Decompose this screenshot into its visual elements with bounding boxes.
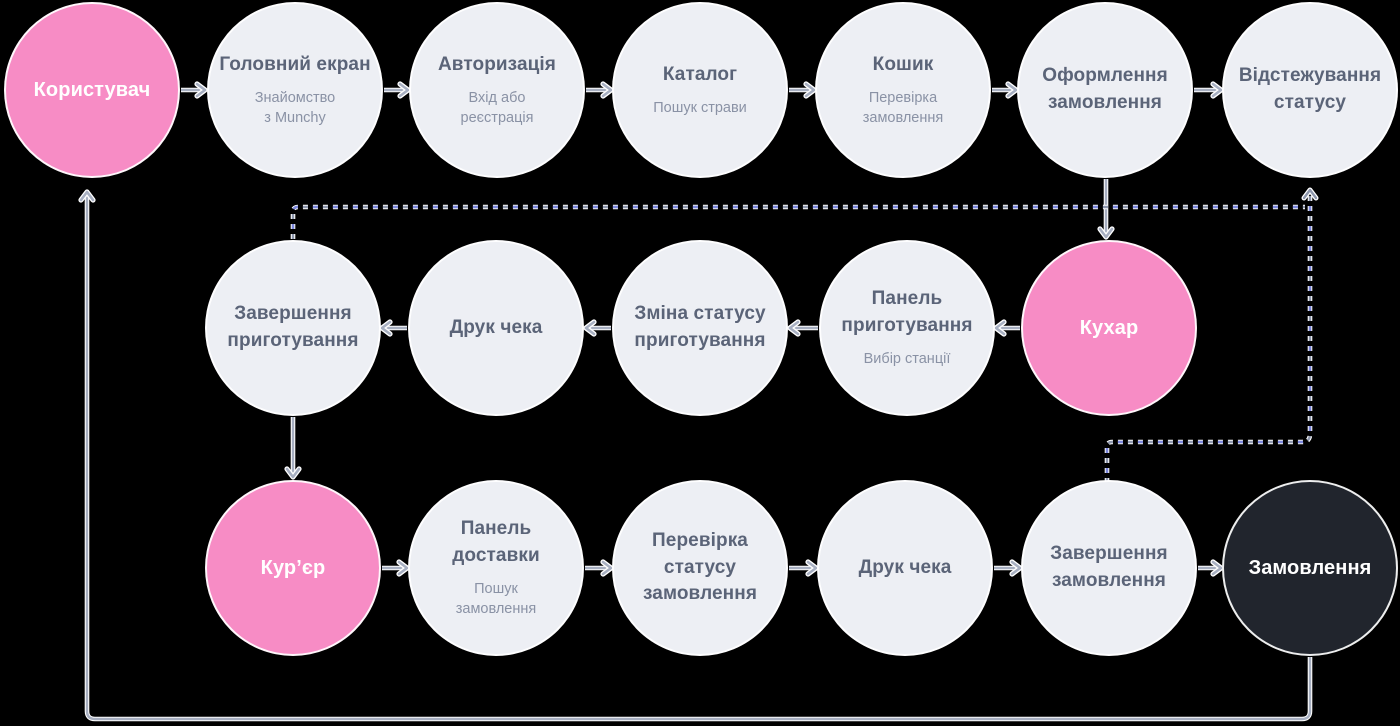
node-subtitle: Пошук замовлення	[455, 581, 537, 618]
node-cart: Кошик Перевірка замовлення	[815, 2, 991, 178]
node-subtitle: Перевірка замовлення	[862, 89, 944, 126]
node-catalog: Каталог Пошук страви	[612, 2, 788, 178]
node-title: Оформлення замовлення	[1042, 65, 1168, 113]
arrow-catalog-to-cart	[789, 81, 817, 99]
dashed-order-finish-to-tracking	[1104, 187, 1319, 483]
arrow-status-change-to-print-receipt	[583, 319, 611, 337]
node-title: Кур’єр	[260, 556, 326, 579]
node-title: Зміна статусу приготування	[634, 303, 766, 351]
node-cooking-finish: Завершення приготування	[205, 240, 381, 416]
arrow-cooking-finish-to-courier	[284, 417, 302, 480]
node-order-status-check: Перевірка статусу замовлення	[612, 480, 788, 656]
node-checkout: Оформлення замовлення	[1017, 2, 1193, 178]
node-title: Панель доставки	[452, 518, 540, 567]
node-print-receipt-courier: Друк чека	[817, 480, 993, 656]
node-cooking-panel: Панель приготування Вибір станції	[819, 240, 995, 416]
node-title: Авторизація	[437, 53, 556, 75]
node-title: Відстежування статусу	[1238, 65, 1382, 113]
node-delivery-panel: Панель доставки Пошук замовлення	[408, 480, 584, 656]
arrow-cooking-panel-to-status-change	[787, 319, 818, 337]
node-subtitle: Вхід або реєстрація	[460, 89, 534, 126]
arrow-status-check-to-print-receipt	[789, 559, 819, 577]
node-print-receipt-cook: Друк чека	[408, 240, 584, 416]
node-title: Друк чека	[449, 316, 543, 338]
node-home-screen: Головний екран Знайомство з Munchy	[207, 2, 383, 178]
arrow-auth-to-catalog	[586, 81, 614, 99]
node-authorization: Авторизація Вхід або реєстрація	[409, 2, 585, 178]
arrow-order-finish-to-order	[1198, 559, 1224, 577]
arrow-cart-to-checkout	[992, 81, 1019, 99]
node-title: Завершення приготування	[227, 303, 359, 351]
arrow-print-receipt-to-order-finish	[994, 559, 1023, 577]
node-title: Друк чека	[858, 556, 952, 578]
node-title: Перевірка статусу замовлення	[642, 529, 758, 605]
node-title: Замовлення	[1248, 556, 1372, 579]
node-cook: Кухар	[1021, 240, 1197, 416]
node-cooking-status-change: Зміна статусу приготування	[612, 240, 788, 416]
dashed-cooking-finish-to-tracking	[290, 204, 1305, 239]
node-title: Каталог	[662, 63, 738, 85]
feedback-loop-order-to-user	[78, 189, 1313, 722]
node-title: Користувач	[33, 78, 151, 101]
node-subtitle: Вибір станції	[863, 351, 951, 368]
node-subtitle: Пошук страви	[653, 99, 747, 116]
node-title: Кошик	[872, 53, 934, 75]
node-title: Головний екран	[219, 53, 371, 75]
node-title: Панель приготування	[841, 288, 973, 337]
node-status-tracking: Відстежування статусу	[1222, 2, 1398, 178]
node-title: Завершення замовлення	[1050, 543, 1168, 591]
arrow-courier-to-delivery-panel	[382, 559, 410, 577]
node-user: Користувач	[4, 2, 180, 178]
arrow-print-receipt-to-cooking-finish	[379, 319, 407, 337]
arrow-home-to-auth	[384, 81, 411, 99]
arrow-checkout-to-tracking	[1194, 81, 1224, 99]
arrow-delivery-panel-to-status-check	[585, 559, 614, 577]
node-courier: Кур’єр	[205, 480, 381, 656]
node-order: Замовлення	[1222, 480, 1398, 656]
arrow-cook-to-cooking-panel	[993, 319, 1020, 337]
arrow-user-to-home	[181, 81, 208, 99]
node-order-finish: Завершення замовлення	[1021, 480, 1197, 656]
node-subtitle: Знайомство з Munchy	[254, 89, 336, 126]
node-title: Кухар	[1079, 316, 1139, 339]
